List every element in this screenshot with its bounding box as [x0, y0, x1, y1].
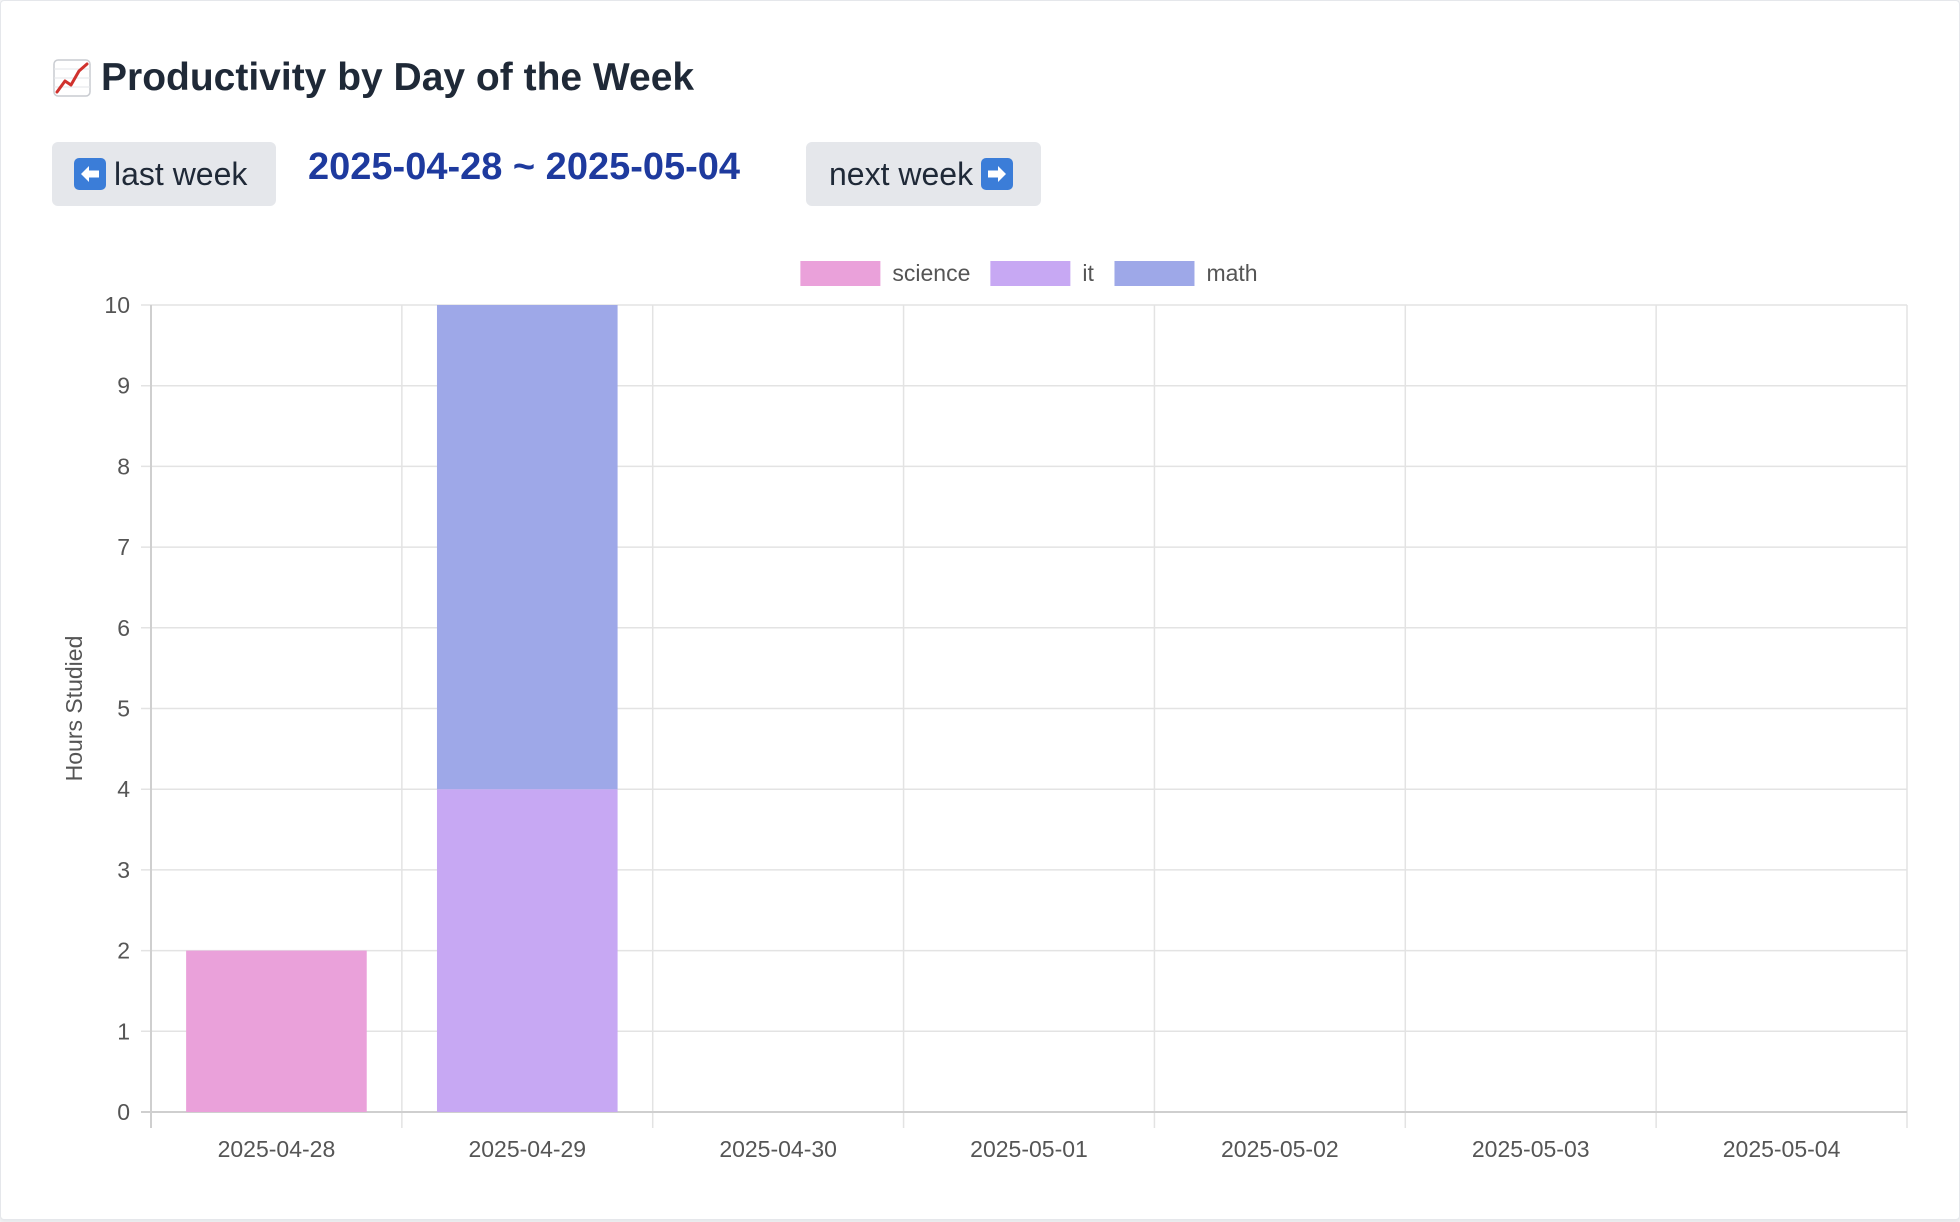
y-tick-label: 9 [117, 373, 130, 399]
x-tick-label: 2025-04-30 [719, 1136, 837, 1162]
legend-label-it[interactable]: it [1082, 260, 1094, 286]
week-range-label: 2025-04-28 ~ 2025-05-04 [308, 146, 741, 188]
x-tick-label: 2025-05-03 [1472, 1136, 1590, 1162]
bar-science-2025-04-28 [186, 950, 367, 1112]
y-tick-label: 7 [117, 534, 130, 560]
y-tick-label: 3 [117, 857, 130, 883]
legend-label-science[interactable]: science [892, 260, 970, 286]
bar-it-2025-04-29 [436, 789, 618, 1112]
right-arrow-icon [981, 158, 1014, 190]
last-week-label: last week [114, 155, 248, 192]
x-tick-label: 2025-04-28 [218, 1136, 336, 1162]
y-tick-label: 5 [117, 696, 130, 722]
page-title-text: Productivity by Day of the Week [101, 56, 695, 99]
legend-label-math[interactable]: math [1206, 260, 1257, 286]
page-title: Productivity by Day of the Week [53, 53, 694, 103]
y-axis-title: Hours Studied [61, 636, 87, 782]
bar-math-2025-04-29 [436, 305, 618, 790]
x-tick-label: 2025-05-01 [970, 1136, 1088, 1162]
y-tick-label: 10 [104, 292, 130, 318]
x-tick-label: 2025-04-29 [468, 1136, 586, 1162]
legend-swatch-math[interactable] [1114, 261, 1195, 286]
y-tick-label: 4 [117, 776, 130, 802]
x-tick-label: 2025-05-04 [1723, 1136, 1841, 1162]
week-navigation: last week 2025-04-28 ~ 2025-05-04 next w… [52, 142, 1052, 206]
left-arrow-icon [74, 158, 106, 190]
last-week-button[interactable]: last week [52, 142, 276, 206]
y-tick-label: 6 [117, 615, 130, 641]
y-tick-label: 1 [117, 1018, 130, 1044]
chart-increasing-icon [53, 59, 91, 97]
legend-swatch-science[interactable] [800, 261, 881, 286]
y-tick-label: 2 [117, 938, 130, 964]
next-week-button[interactable]: next week [806, 142, 1041, 206]
x-tick-label: 2025-05-02 [1221, 1136, 1339, 1162]
next-week-label: next week [829, 155, 974, 192]
legend-swatch-it[interactable] [990, 261, 1071, 286]
y-tick-label: 0 [117, 1099, 130, 1125]
y-tick-label: 8 [117, 453, 130, 479]
